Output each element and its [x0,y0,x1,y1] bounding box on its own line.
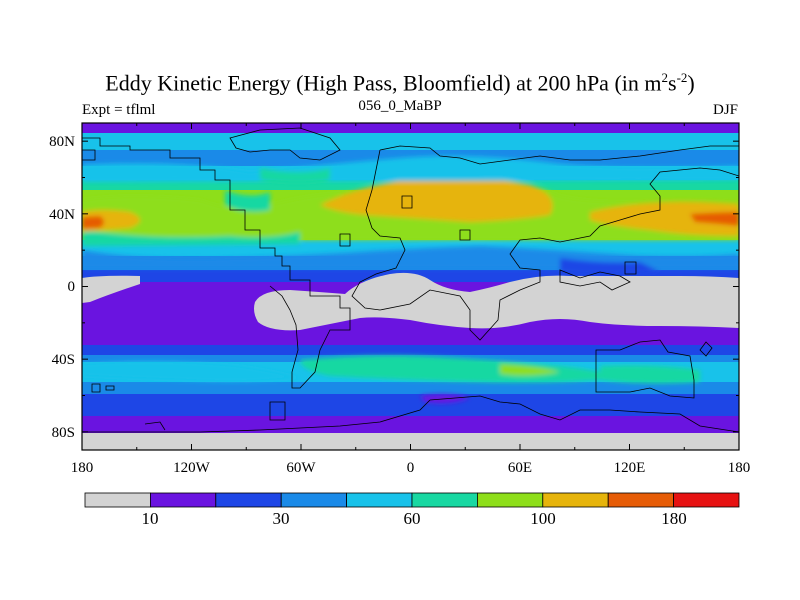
colorbar-label: 10 [142,509,159,528]
y-tick-label: 0 [68,279,76,295]
colorbar-swatch [215,492,282,508]
y-tick-label: 40N [49,207,75,223]
season-label: DJF [712,102,738,118]
chart-title: Eddy Kinetic Energy (High Pass, Bloomfie… [105,70,695,96]
axis-ticks [81,123,740,450]
colorbar-swatch [411,492,478,508]
x-tick-label: 60E [508,460,532,476]
colorbar-swatch [542,492,609,508]
colorbar-swatch [476,492,544,508]
colorbar-label: 180 [661,509,687,528]
colorbar-swatch [149,492,217,508]
low-energy-region [82,272,739,331]
x-tick-label: 180 [728,460,751,476]
y-tick-label: 40S [52,352,75,368]
experiment-label: Expt = tflml [82,102,156,118]
coastlines [82,127,739,433]
colorbar-label: 60 [404,509,421,528]
x-tick-label: 0 [407,460,415,476]
x-tick-label: 180 [71,460,94,476]
colorbar-label: 100 [530,509,556,528]
x-tick-label: 60W [286,460,316,476]
colorbar-swatch [673,492,740,508]
colorbar-swatch [280,492,348,508]
x-tick-label: 120W [173,460,211,476]
chart-subtitle: 056_0_MaBP [358,98,442,114]
colorbar-swatch [84,492,151,508]
colorbar-label: 30 [273,509,290,528]
y-tick-label: 80S [52,425,75,441]
y-tick-label: 80N [49,134,75,150]
energy-field [82,123,739,450]
x-tick-label: 120E [614,460,646,476]
colorbar [84,492,740,508]
colorbar-swatch [346,492,413,508]
colorbar-swatch [607,492,675,508]
